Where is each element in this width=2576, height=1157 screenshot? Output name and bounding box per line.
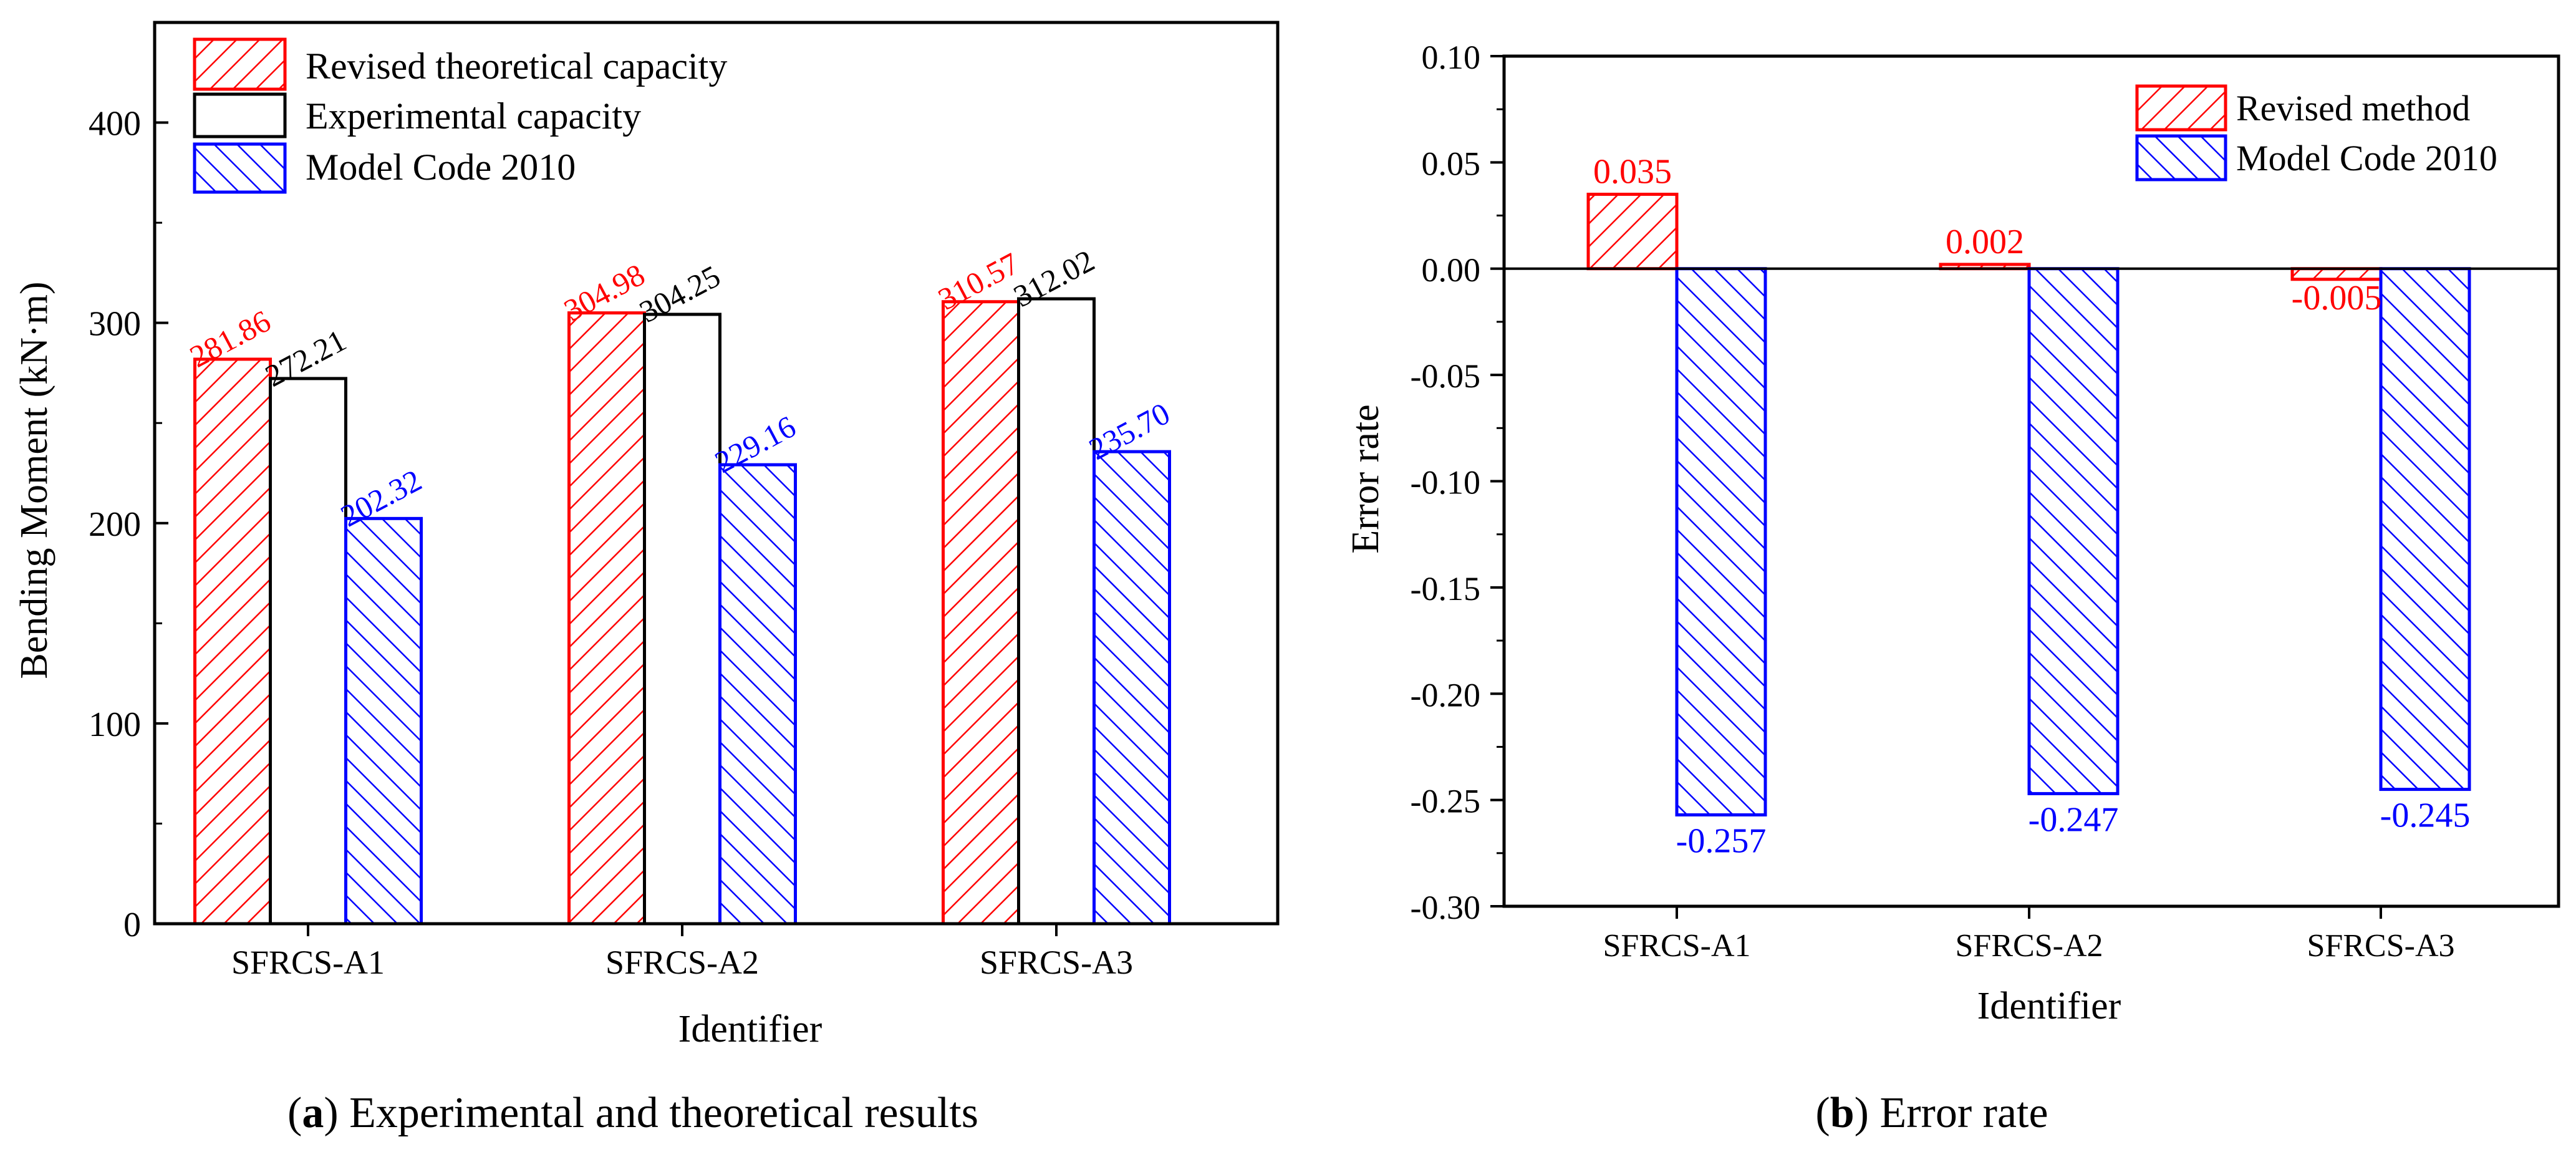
- plot-frame: [153, 21, 1280, 926]
- x-tick-label: SFRCS-A3: [980, 944, 1133, 981]
- data-label: 0.002: [1946, 223, 2024, 261]
- legend-label: Model Code 2010: [306, 147, 576, 188]
- x-axis-label: Identifier: [678, 1008, 822, 1050]
- y-tick-label: 400: [89, 105, 141, 143]
- bar: [643, 312, 721, 926]
- data-label: -0.247: [2028, 800, 2119, 839]
- bar: [1093, 450, 1171, 926]
- x-tick-label: SFRCS-A3: [2307, 928, 2455, 964]
- bar: [718, 463, 797, 926]
- bar: [269, 377, 347, 926]
- y-tick-label: -0.20: [1411, 676, 1480, 714]
- legend-item: Revised theoretical capacity: [193, 37, 727, 91]
- bar: [344, 516, 423, 926]
- data-label: -0.245: [2380, 796, 2471, 835]
- y-tick-label: -0.15: [1411, 570, 1480, 608]
- legend: Revised theoretical capacity Experimenta…: [193, 37, 727, 194]
- legend-swatch: [193, 142, 287, 194]
- y-tick-label: -0.05: [1411, 357, 1480, 395]
- x-axis-ticks: SFRCS-A1 SFRCS-A2 SFRCS-A3: [1603, 906, 2455, 964]
- caption-b: (b) Error rate: [1815, 1089, 2048, 1137]
- caption-text: Experimental and theoretical results: [339, 1089, 978, 1137]
- legend-label: Experimental capacity: [306, 95, 641, 137]
- x-tick-label: SFRCS-A2: [1956, 928, 2103, 964]
- legend-item: Model Code 2010: [193, 142, 576, 194]
- x-tick-label: SFRCS-A1: [1603, 928, 1751, 964]
- chart-panel-a: Bending Moment (kN·m) Identifier 0 100 200…: [13, 21, 1280, 1137]
- y-tick-label: -0.10: [1411, 464, 1480, 501]
- y-axis-label: Bending Moment (kN·m): [13, 281, 55, 679]
- caption-letter: b: [1830, 1089, 1855, 1137]
- legend-swatch: [2135, 84, 2227, 132]
- legend-swatch: [193, 92, 287, 138]
- y-tick-label: -0.25: [1411, 783, 1480, 820]
- legend: Revised method Model Code 2010: [2135, 84, 2497, 182]
- bar: [1586, 192, 1679, 271]
- legend-label: Model Code 2010: [2236, 138, 2497, 178]
- data-label: -0.005: [2292, 279, 2382, 317]
- legend-item: Model Code 2010: [2135, 134, 2497, 182]
- y-axis-label: Error rate: [1344, 404, 1387, 553]
- caption-a: (a) Experimental and theoretical results: [287, 1089, 978, 1137]
- data-label: -0.257: [1676, 821, 1767, 860]
- bar: [2027, 267, 2120, 795]
- axis-ticks: -0.30 -0.25 -0.20 -0.15 -0.10 -0.05 0.00 0.05 0.…: [1411, 39, 1504, 926]
- y-tick-label: 300: [89, 305, 141, 344]
- legend-swatch: [193, 37, 287, 91]
- x-tick-label: SFRCS-A2: [605, 944, 759, 981]
- y-tick-label: 0.10: [1422, 39, 1481, 76]
- data-labels: 0.035 0.002 -0.005 -0.257 -0.247 -0.245: [1593, 152, 2470, 860]
- legend-swatch: [2135, 134, 2227, 182]
- y-tick-label: 100: [89, 705, 141, 744]
- bar: [193, 357, 272, 926]
- chart-panel-b: Error rate Identifier -0.30-0.25-0.20-0.…: [1344, 39, 2560, 1137]
- legend-item: Experimental capacity: [193, 92, 641, 138]
- bar: [2379, 267, 2471, 792]
- bars: [1586, 192, 2471, 816]
- data-label: 0.035: [1593, 152, 1672, 191]
- bar: [567, 311, 646, 926]
- y-tick-label: 0.05: [1422, 145, 1481, 182]
- x-axis-ticks: SFRCS-A1 SFRCS-A2 SFRCS-A3: [231, 924, 1133, 981]
- legend-label: Revised theoretical capacity: [306, 46, 727, 87]
- y-tick-label: 0: [123, 906, 141, 944]
- caption-letter: a: [302, 1089, 324, 1137]
- bar: [2290, 267, 2383, 281]
- legend-item: Revised method: [2135, 84, 2470, 132]
- caption-text: Error rate: [1869, 1089, 2048, 1137]
- x-axis-label: Identifier: [1977, 985, 2121, 1027]
- y-tick-label: 0.00: [1422, 251, 1481, 289]
- bar: [1017, 297, 1096, 926]
- y-tick-label: -0.30: [1411, 889, 1480, 926]
- plot-frame: [1502, 54, 2560, 908]
- bar: [942, 300, 1020, 926]
- bar: [1675, 267, 1767, 816]
- y-tick-label: 200: [89, 505, 141, 544]
- bars: [193, 297, 1171, 926]
- legend-label: Revised method: [2236, 88, 2470, 128]
- x-tick-label: SFRCS-A1: [231, 944, 385, 981]
- axis-ticks: 0 100 200 300 400: [89, 105, 168, 944]
